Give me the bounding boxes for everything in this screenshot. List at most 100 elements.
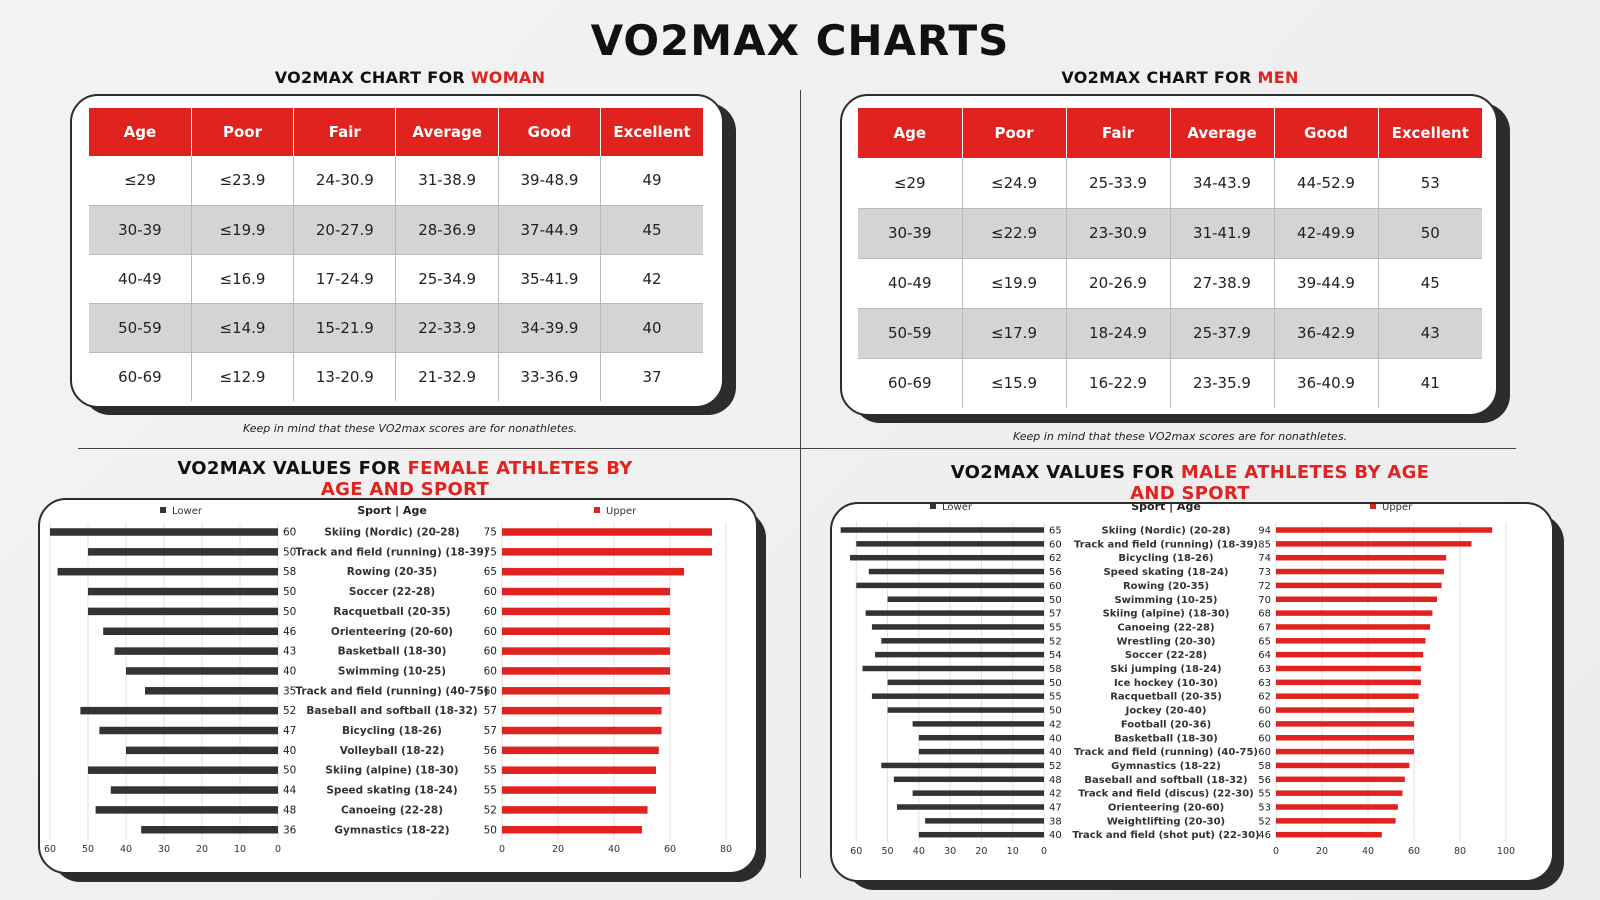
bar-upper [502,726,662,735]
data-label-upper: 65 [484,566,497,578]
horizontal-divider-left [78,448,800,449]
bar-upper [1276,818,1396,824]
bar-lower [856,541,1044,547]
bar-lower [141,826,278,834]
bar-lower [99,726,279,735]
data-label-lower: 43 [283,646,296,658]
bar-upper [502,647,670,655]
data-label-upper: 55 [1258,789,1271,800]
tick-label-right: 80 [720,844,732,855]
table-cell: 37-44.9 [498,205,602,255]
data-label-lower: 50 [283,606,296,618]
data-label-lower: 56 [1049,567,1062,578]
tick-label-right: 100 [1497,846,1515,857]
category-label: Swimming (10-25) [338,665,446,677]
bar-upper [1276,748,1414,755]
tick-label-right: 20 [1316,846,1328,857]
category-label: Ice hockey (10-30) [1114,678,1218,689]
male-chart-card: Lower Upper Sport | Age 65 94 Skiing (Nordic)… [830,502,1554,882]
men-title-highlight: MEN [1257,68,1299,87]
bar-lower [918,748,1044,755]
header-fair: Fair [293,108,397,156]
data-label-lower: 60 [283,527,296,539]
bar-upper [502,687,670,695]
data-label-lower: 46 [283,626,297,638]
bar-upper [1276,776,1405,783]
table-cell: 60-69 [858,358,963,408]
data-label-lower: 55 [1049,622,1062,633]
tick-label-left: 0 [1041,846,1047,857]
table-cell: 31-38.9 [395,156,499,206]
bar-upper [1276,721,1414,727]
legend-label-upper: Upper [606,506,637,517]
table-row: 60-69 ≤12.9 13-20.9 21-32.9 33-36.9 37 [89,352,703,401]
bar-upper [1276,651,1424,658]
bar-lower [862,665,1044,672]
category-label: Weightlifting (20-30) [1107,816,1225,827]
data-label-upper: 85 [1258,539,1271,550]
woman-table-title: VO2MAX CHART FOR WOMAN [110,68,710,87]
female-chart-card: Lower Upper Sport | Age 60 75 Skiing (Nordic)… [38,498,758,874]
data-label-upper: 62 [1258,692,1271,703]
bar-upper [1276,804,1398,810]
data-label-upper: 60 [484,685,497,697]
data-label-upper: 55 [484,785,497,797]
bar-upper [1276,762,1410,769]
bar-upper [1276,831,1382,838]
category-label: Rowing (20-35) [1123,581,1209,592]
data-label-upper: 64 [1258,650,1271,661]
data-label-upper: 67 [1258,622,1271,633]
bar-lower [95,806,278,814]
table-cell: ≤17.9 [962,308,1067,359]
data-label-lower: 42 [1049,719,1062,730]
bar-upper [1276,554,1447,561]
data-label-lower: 40 [283,745,296,757]
table-cell: ≤12.9 [191,352,295,401]
bar-upper [502,667,670,675]
tick-label-left: 50 [82,844,94,855]
tick-label-left: 60 [850,846,862,857]
woman-title-highlight: WOMAN [470,68,546,87]
data-label-upper: 60 [1258,747,1271,758]
woman-table: Age Poor Fair Average Good Excellent ≤29… [89,108,703,401]
bar-lower [896,804,1044,810]
bar-lower [88,607,278,616]
table-cell: 25-37.9 [1170,308,1275,359]
table-cell: 30-39 [89,205,192,255]
bar-lower [912,721,1044,727]
header-poor: Poor [962,108,1067,158]
data-label-lower: 48 [283,804,296,816]
table-cell: 24-30.9 [293,156,397,206]
table-cell: 41 [1420,374,1440,393]
table-cell: ≤19.9 [962,258,1067,309]
male-title-highlight-2: AND SPORT [1130,483,1250,504]
bar-upper [502,766,656,774]
bar-lower [126,667,278,675]
table-row: 50-59 ≤17.9 18-24.9 25-37.9 36-42.9 43 [858,308,1482,359]
bar-upper [1276,568,1444,575]
bar-upper [1276,541,1472,547]
bar-lower [881,762,1044,769]
tick-label-left: 30 [158,844,170,855]
data-label-lower: 55 [1049,692,1062,703]
bar-lower [871,624,1044,630]
legend-label-lower: Lower [172,506,203,517]
male-chart-title: VO2MAX VALUES FOR MALE ATHLETES BY AGE A… [920,462,1460,504]
table-cell: 45 [1378,258,1482,309]
category-label: Baseball and softball (18-32) [1084,775,1247,786]
bar-upper [502,607,670,616]
table-cell: 13-20.9 [293,352,397,401]
male-athletes-chart: Lower Upper Sport | Age 65 94 Skiing (Nordic)… [840,504,1515,857]
data-label-lower: 50 [1049,678,1062,689]
female-athletes-chart: Lower Upper Sport | Age 60 75 Skiing (Nordic)… [44,504,732,855]
data-label-upper: 75 [484,527,497,539]
category-label: Basketball (18-30) [1114,733,1218,744]
table-cell: 36-40.9 [1274,358,1379,408]
data-label-lower: 40 [1049,830,1062,841]
men-table-header-row: Age Poor Fair Average Good Excellent [858,108,1482,158]
table-row: 30-39 ≤22.9 23-30.9 31-41.9 42-49.9 50 [858,208,1482,259]
bar-lower [50,528,278,536]
category-label: Orienteering (20-60) [331,626,453,638]
bar-lower [871,693,1044,699]
header-good: Good [1274,108,1379,158]
